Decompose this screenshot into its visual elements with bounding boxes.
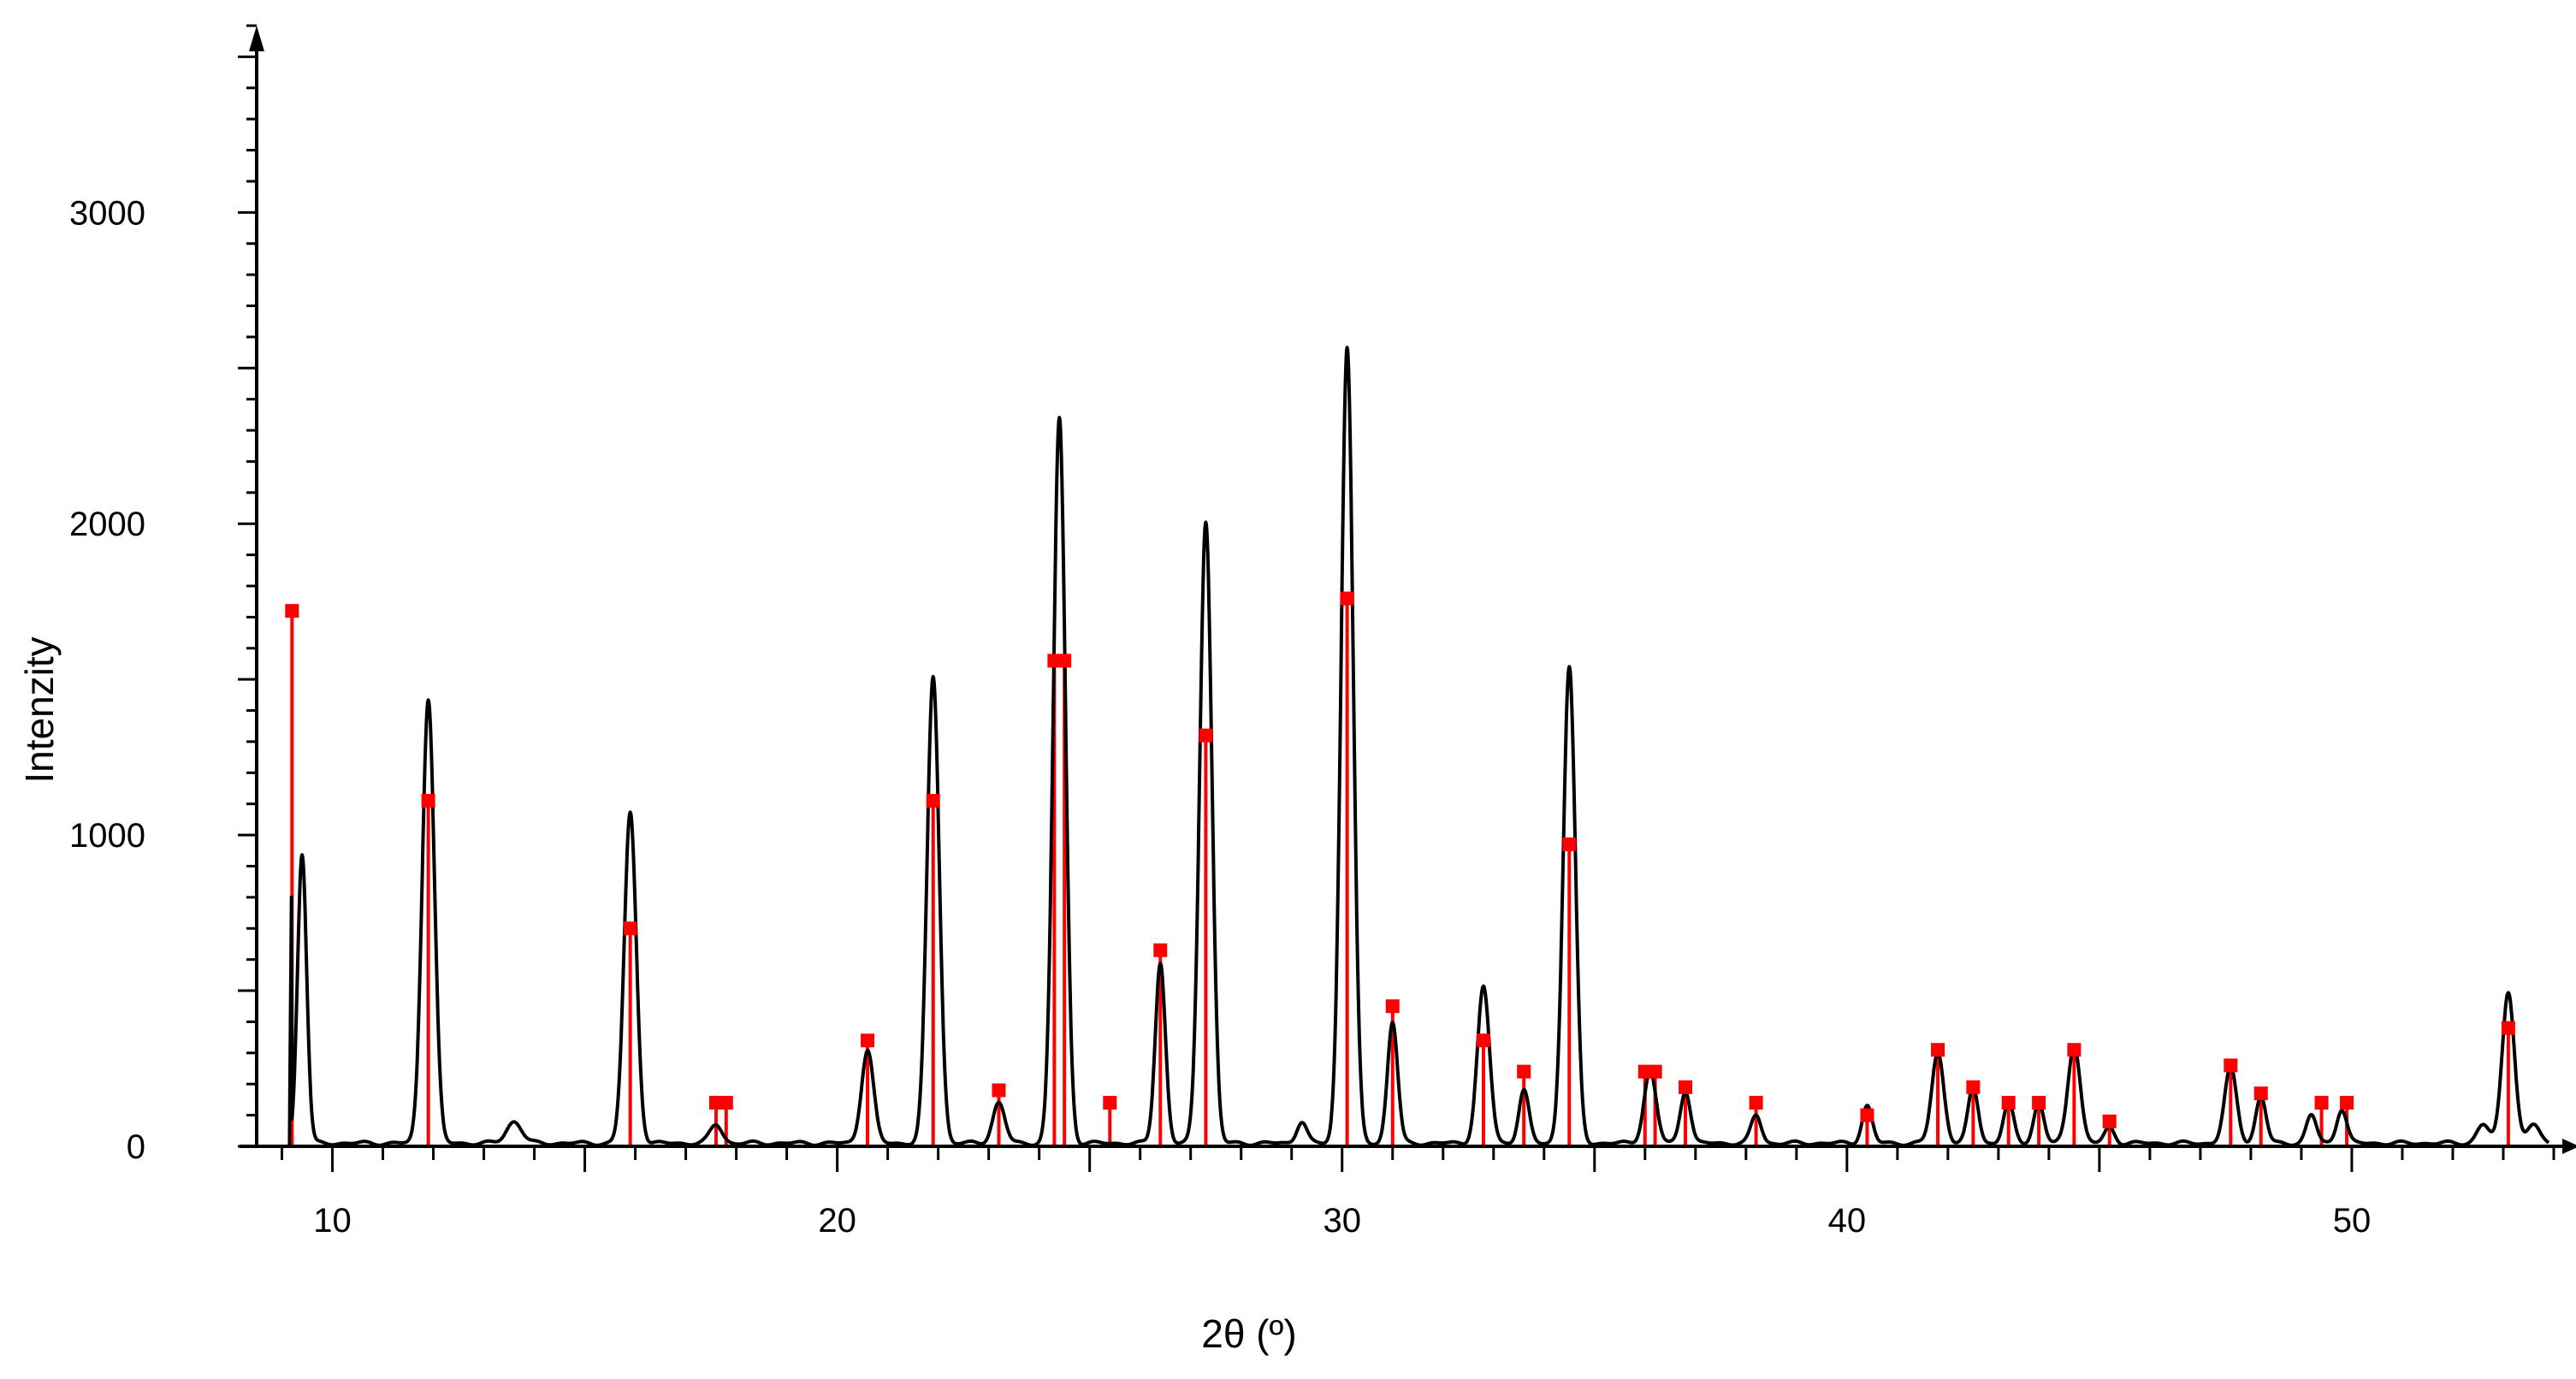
reference-marker bbox=[719, 1096, 733, 1110]
x-tick-labels: 10 20 30 40 50 bbox=[313, 1202, 2371, 1240]
reference-marker bbox=[2001, 1096, 2016, 1110]
y-tick-label: 3000 bbox=[69, 194, 145, 232]
reference-marker bbox=[1679, 1080, 1693, 1094]
reference-marker bbox=[2314, 1096, 2329, 1110]
x-axis-ticks bbox=[281, 1146, 2555, 1172]
reference-marker bbox=[926, 794, 940, 808]
reference-marker bbox=[2224, 1058, 2238, 1073]
reference-marker bbox=[1103, 1096, 1117, 1110]
x-axis-arrow bbox=[2562, 1139, 2576, 1154]
reference-marker bbox=[623, 921, 637, 936]
reference-marker bbox=[285, 604, 299, 618]
x-axis-title: 2θ (º) bbox=[1201, 1311, 1296, 1356]
y-tick-labels: 0 1000 2000 3000 bbox=[69, 194, 145, 1166]
reference-marker bbox=[421, 794, 435, 808]
reference-marker bbox=[1749, 1096, 1763, 1110]
reference-marker bbox=[1860, 1108, 1874, 1122]
y-tick-label: 2000 bbox=[69, 506, 145, 543]
reference-marker bbox=[1648, 1064, 1662, 1079]
y-tick-label: 0 bbox=[127, 1128, 145, 1166]
x-tick-label: 10 bbox=[313, 1202, 352, 1240]
x-tick-label: 50 bbox=[2333, 1202, 2372, 1240]
reference-marker bbox=[2253, 1086, 2268, 1101]
reference-marker bbox=[1517, 1064, 1531, 1079]
reference-marker bbox=[1385, 999, 1400, 1014]
reference-markers bbox=[285, 591, 2515, 1128]
y-axis-title: Intenzity bbox=[17, 636, 62, 783]
reference-marker bbox=[2102, 1114, 2117, 1128]
reference-marker bbox=[861, 1033, 875, 1048]
x-tick-label: 30 bbox=[1323, 1202, 1361, 1240]
reference-marker bbox=[1966, 1080, 1981, 1094]
reference-marker bbox=[1153, 943, 1168, 957]
reference-marker bbox=[2067, 1043, 2082, 1057]
x-tick-label: 20 bbox=[818, 1202, 856, 1240]
y-tick-label: 1000 bbox=[69, 817, 145, 855]
x-tick-label: 40 bbox=[1828, 1202, 1867, 1240]
reference-marker bbox=[1057, 654, 1072, 668]
reference-marker bbox=[2501, 1021, 2515, 1035]
reference-marker bbox=[1931, 1043, 1945, 1057]
reference-marker bbox=[1476, 1033, 1490, 1048]
reference-marker bbox=[992, 1083, 1006, 1098]
reference-marker bbox=[1199, 728, 1213, 743]
reference-marker bbox=[2340, 1096, 2354, 1110]
y-axis-arrow bbox=[249, 26, 264, 51]
reference-marker bbox=[1562, 837, 1577, 852]
reference-marker bbox=[1340, 591, 1354, 606]
reference-marker bbox=[2032, 1096, 2046, 1110]
